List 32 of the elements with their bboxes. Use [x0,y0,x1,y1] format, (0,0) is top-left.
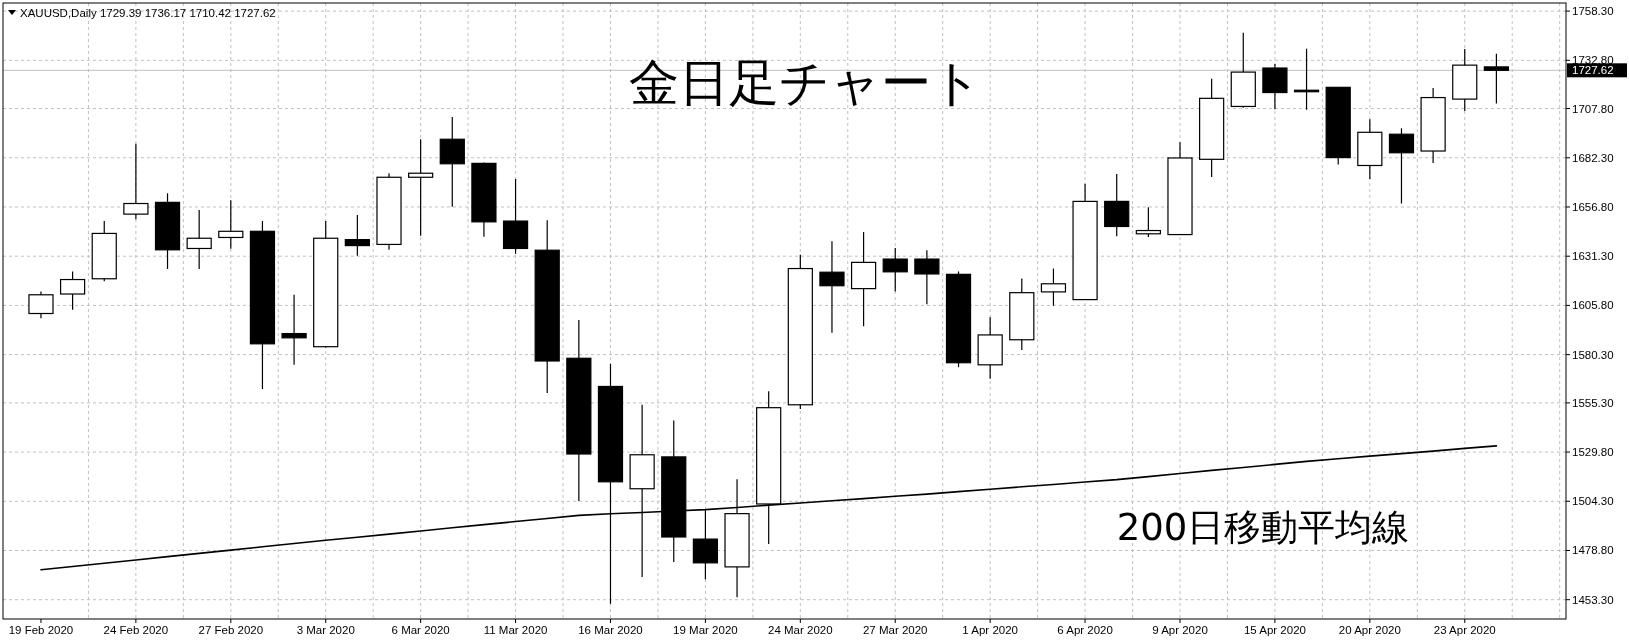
x-tick-label: 27 Mar 2020 [862,624,928,636]
y-tick-label: 1580.30 [1572,348,1614,361]
x-tick-label: 1 Apr 2020 [962,624,1018,636]
x-tick-label: 11 Mar 2020 [483,624,548,636]
y-tick-label: 1478.80 [1572,544,1614,557]
x-tick-label: 20 Apr 2020 [1338,624,1401,636]
y-tick-label: 1758.30 [1572,5,1614,18]
series-label: 200日移動平均線 [1116,505,1410,549]
x-tick-label: 6 Mar 2020 [391,624,450,636]
y-tick-label: 1605.80 [1572,299,1614,312]
x-tick-label: 16 Mar 2020 [578,624,643,636]
x-tick-label: 9 Apr 2020 [1152,624,1208,636]
x-tick-label: 3 Mar 2020 [296,624,355,636]
x-tick-label: 27 Feb 2020 [198,624,264,636]
text: 金日足チャート [628,54,982,112]
y-tick-label: 1682.30 [1572,151,1614,164]
x-tick-label: 24 Feb 2020 [103,624,169,636]
x-tick-label: 6 Apr 2020 [1057,624,1113,636]
y-tick-label: 1656.80 [1572,200,1614,213]
y-tick-label: 1555.30 [1572,396,1614,409]
x-tick-label: 24 Mar 2020 [768,624,833,636]
x-tick-label: 15 Apr 2020 [1243,624,1306,636]
ref-line-label: 1727.62 [1572,64,1614,77]
annotation: XAUUSD,Daily 1729.39 1736.17 1710.42 1727.62 [20,7,276,19]
y-tick-label: 1707.80 [1572,102,1614,115]
y-tick-label: 1631.30 [1572,250,1614,263]
x-tick-label: 23 Apr 2020 [1433,624,1496,636]
x-tick-label: 19 Feb 2020 [8,624,74,636]
x-tick-label: 19 Mar 2020 [673,624,738,636]
y-tick-label: 1453.30 [1572,593,1614,606]
y-tick-label: 1529.80 [1572,446,1614,459]
y-tick-label: 1504.30 [1572,495,1614,508]
